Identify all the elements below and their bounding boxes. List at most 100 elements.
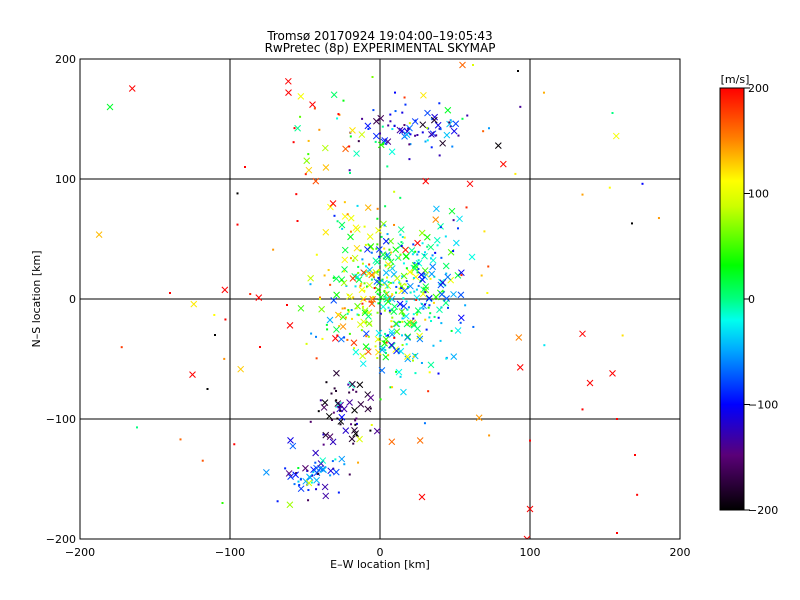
data-point-cross (384, 261, 392, 268)
data-point-dot (581, 408, 584, 411)
data-point-cross (396, 300, 404, 308)
x-axis-label: E–W location [km] (330, 558, 430, 571)
data-point-cross (366, 281, 373, 289)
data-point-dot (429, 312, 432, 315)
data-point-cross (416, 335, 424, 343)
data-point-dot (309, 420, 312, 423)
data-point-dot (386, 276, 389, 279)
data-point-dot (436, 244, 439, 247)
data-point-cross (378, 346, 386, 354)
data-point-dot (385, 291, 388, 294)
x-tick-label: 200 (670, 546, 691, 559)
data-point-dot (430, 257, 433, 260)
data-point-cross (373, 258, 381, 266)
data-point-cross (313, 469, 321, 477)
data-point-cross (330, 297, 338, 304)
data-point-dot (370, 301, 373, 304)
data-point-dot (355, 434, 358, 437)
data-point-cross (305, 166, 313, 174)
data-point-cross (388, 295, 396, 303)
data-point-dot (391, 128, 394, 131)
data-point-cross (432, 293, 440, 301)
data-point-dot (307, 139, 310, 142)
data-point-cross (609, 370, 616, 377)
data-point-dot (437, 316, 440, 319)
data-point-cross (349, 127, 356, 134)
data-point-dot (423, 422, 426, 425)
data-point-dot (336, 117, 339, 120)
data-point-cross (322, 228, 330, 236)
data-point-dot (319, 296, 322, 299)
data-point-cross (395, 368, 403, 376)
data-point-dot (343, 463, 346, 466)
data-point-cross (428, 270, 436, 278)
data-point-dot (395, 285, 398, 288)
data-point-cross (360, 269, 368, 276)
data-point-cross (332, 275, 340, 282)
data-point-dot (393, 125, 396, 128)
data-point-cross (255, 294, 263, 301)
data-point-dot (391, 316, 394, 319)
data-point-dot (346, 338, 349, 341)
data-point-dot (354, 423, 357, 426)
data-point-cross (95, 231, 103, 238)
data-point-cross (526, 505, 534, 513)
data-point-dot (376, 243, 379, 246)
data-point-cross (359, 360, 367, 368)
data-point-cross (450, 290, 457, 298)
data-point-dot (319, 298, 321, 300)
data-point-cross (332, 468, 340, 476)
data-point-dot (405, 280, 408, 283)
data-point-dot (393, 223, 396, 226)
data-point-cross (338, 413, 346, 421)
data-point-cross (321, 144, 329, 152)
data-point-dot (412, 243, 415, 246)
data-point-dot (380, 235, 383, 238)
data-point-dot (581, 193, 584, 196)
data-point-dot (357, 314, 360, 317)
data-point-dot (631, 222, 633, 225)
data-point-dot (480, 274, 483, 277)
data-point-dot (369, 429, 372, 432)
data-point-dot (356, 313, 359, 316)
data-point-dot (327, 269, 330, 272)
data-point-cross (457, 291, 465, 299)
data-point-dot (354, 419, 357, 422)
data-point-dot (329, 474, 332, 477)
data-point-dot (483, 230, 486, 233)
data-point-dot (459, 321, 462, 324)
data-point-dot (398, 321, 401, 324)
data-point-cross (439, 139, 447, 147)
data-point-dot (315, 357, 318, 360)
data-point-cross (404, 353, 411, 361)
data-point-cross (459, 61, 466, 69)
data-point-dot (341, 307, 344, 310)
data-point-dot (415, 298, 418, 301)
data-point-dot (325, 381, 328, 384)
data-point-cross (190, 300, 198, 308)
data-point-dot (395, 370, 398, 373)
data-point-dot (348, 169, 351, 172)
data-point-dot (306, 469, 309, 472)
data-point-dot (412, 355, 415, 358)
data-point-dot (295, 193, 298, 196)
data-point-cross (367, 394, 375, 402)
data-point-dot (334, 458, 337, 461)
data-point-cross (365, 320, 373, 327)
colorbar-label: [m/s] (721, 73, 750, 86)
data-point-cross (414, 239, 421, 247)
data-point-dot (432, 344, 435, 347)
data-point-dot (424, 140, 427, 143)
data-point-dot (430, 320, 433, 323)
data-point-dot (272, 248, 275, 251)
data-point-dot (389, 120, 392, 123)
data-point-cross (403, 252, 410, 260)
data-point-cross (375, 329, 383, 337)
data-point-cross (364, 405, 372, 413)
data-point-cross (427, 243, 435, 251)
data-point-cross (373, 278, 381, 285)
data-point-dot (426, 245, 429, 248)
data-point-dot (388, 248, 391, 251)
data-point-dot (343, 336, 346, 339)
data-point-dot (305, 342, 308, 345)
